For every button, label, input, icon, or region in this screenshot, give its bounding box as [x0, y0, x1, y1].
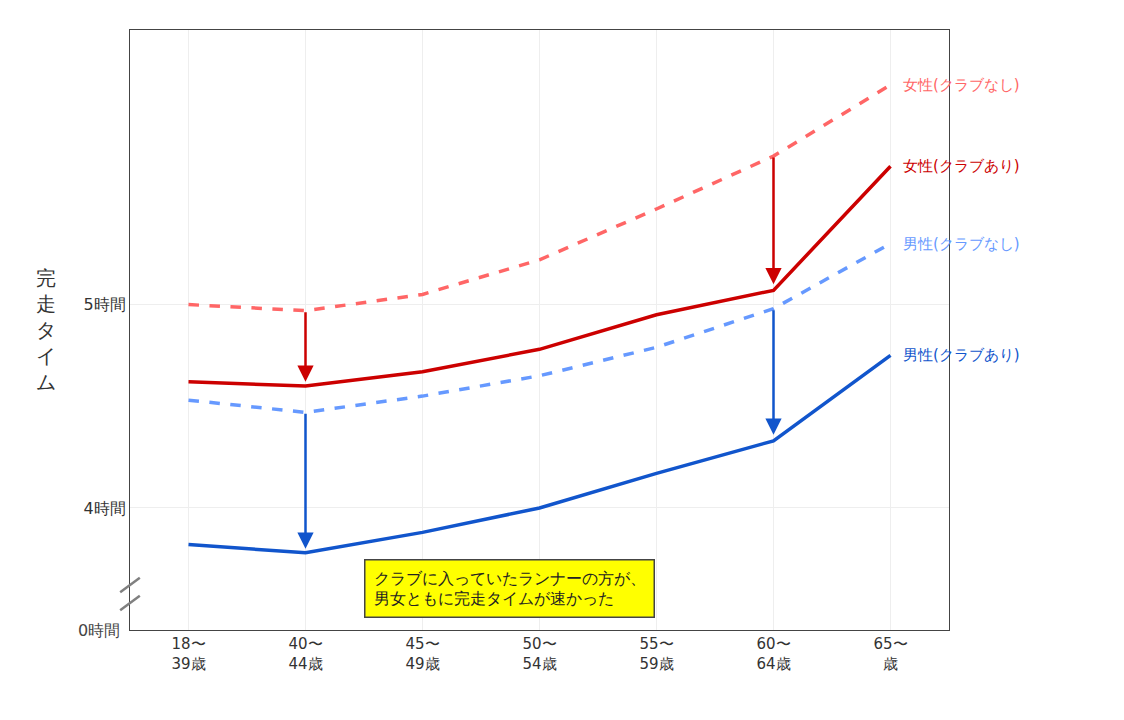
svg-text:18〜39歳: 18〜39歳 [171, 635, 205, 673]
svg-text:50〜54歳: 50〜54歳 [522, 635, 556, 673]
svg-text:5時間: 5時間 [84, 295, 126, 314]
svg-text:男性(クラブなし): 男性(クラブなし) [903, 235, 1020, 253]
svg-text:40〜44歳: 40〜44歳 [288, 635, 322, 673]
svg-text:男性(クラブあり): 男性(クラブあり) [903, 346, 1020, 364]
svg-text:女性(クラブなし): 女性(クラブなし) [903, 76, 1020, 94]
svg-text:60〜64歳: 60〜64歳 [756, 635, 790, 673]
svg-text:45〜49歳: 45〜49歳 [405, 635, 439, 673]
svg-text:女性(クラブあり): 女性(クラブあり) [903, 157, 1020, 175]
svg-text:55〜59歳: 55〜59歳 [639, 635, 673, 673]
svg-text:クラブに入っていたランナーの方が、男女ともに完走タイムが速か: クラブに入っていたランナーの方が、男女ともに完走タイムが速かった [374, 569, 646, 609]
svg-text:完走タイム: 完走タイム [36, 266, 56, 394]
svg-text:65〜歳: 65〜歳 [873, 635, 907, 673]
svg-text:0時間: 0時間 [78, 621, 120, 640]
svg-text:4時間: 4時間 [84, 499, 126, 518]
